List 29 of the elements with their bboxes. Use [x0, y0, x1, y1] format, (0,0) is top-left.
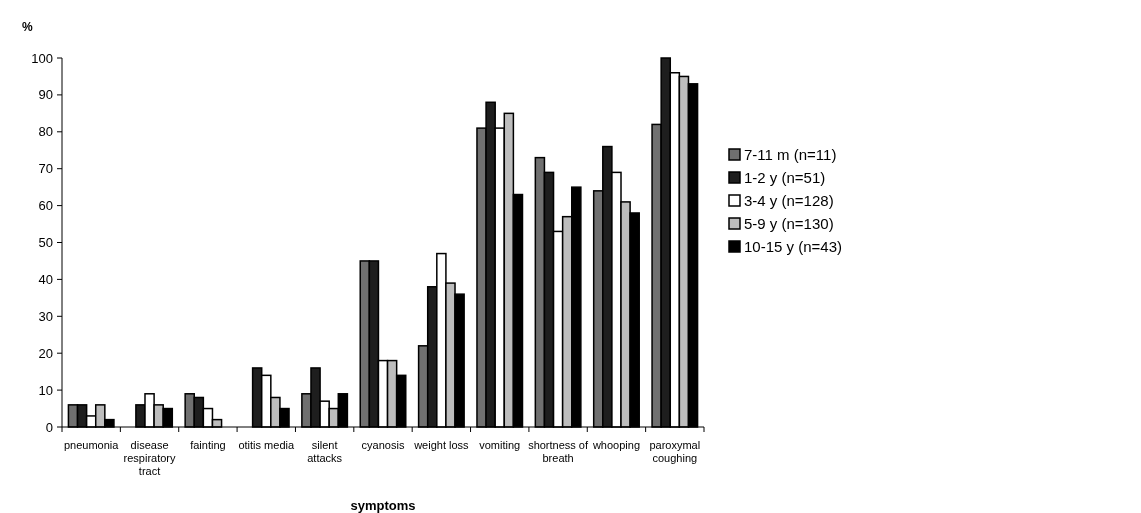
legend-label: 3-4 y (n=128)	[744, 192, 834, 210]
x-tick-label: shortness of breath	[528, 439, 589, 464]
y-tick-label: 40	[38, 271, 53, 287]
x-tick-label: disease respiratory tract	[123, 439, 177, 477]
x-tick-label: pneumonia	[63, 439, 120, 451]
x-tick-label: vomiting	[479, 439, 521, 451]
x-tick-label: otitis media	[238, 439, 295, 451]
y-tick-label: 80	[38, 124, 53, 140]
y-tick-label: 50	[38, 235, 53, 251]
y-tick-label: 20	[38, 345, 53, 361]
y-tick-label: 100	[31, 50, 53, 66]
y-tick-label: 10	[38, 382, 53, 398]
y-tick-label: 30	[38, 308, 53, 324]
x-tick-label: paroxymal coughing	[649, 439, 701, 464]
x-tick-label: cyanosis	[361, 439, 405, 451]
y-tick-label: 60	[38, 198, 53, 214]
y-tick-label: 90	[38, 87, 53, 103]
legend-label: 5-9 y (n=130)	[744, 215, 834, 233]
y-axis-title: %	[22, 20, 33, 34]
legend-label: 1-2 y (n=51)	[744, 169, 826, 187]
legend-label: 10-15 y (n=43)	[744, 238, 842, 256]
x-tick-label: silent attacks	[307, 439, 343, 464]
x-tick-label: fainting	[190, 439, 226, 451]
x-tick-label: weight loss	[413, 439, 470, 451]
y-tick-label: 70	[38, 161, 53, 177]
legend-label: 7-11 m (n=11)	[744, 146, 837, 164]
x-tick-label: whooping	[591, 439, 640, 451]
x-axis-title: symptoms	[350, 498, 416, 513]
y-tick-label: 0	[45, 419, 53, 435]
